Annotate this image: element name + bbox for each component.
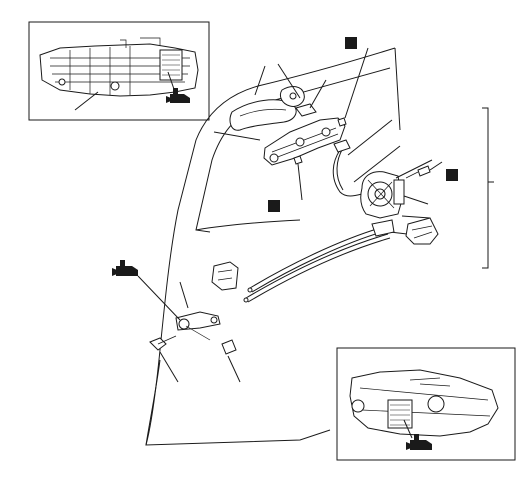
inset-lock-mechanism <box>336 347 516 461</box>
lock-bracket-plate <box>405 217 439 245</box>
handle-cover <box>279 86 305 107</box>
frame-bolt <box>293 155 303 201</box>
outside-door-handle <box>229 99 297 131</box>
lock-cable <box>332 139 363 197</box>
door-check-nut <box>221 339 237 355</box>
cable-clamp <box>371 219 395 237</box>
lock-screws <box>405 161 443 179</box>
grease-applicator-icon <box>166 88 190 103</box>
marker-square <box>268 200 280 212</box>
handle-screw <box>337 117 347 127</box>
door-panel-clip <box>211 261 239 291</box>
door-lock-open-cable <box>243 233 391 303</box>
inset-handle-frame <box>28 21 210 121</box>
grease-applicator-icon <box>406 434 432 450</box>
door-check-assembly <box>175 311 221 331</box>
door-lock-remote-cable <box>247 227 383 293</box>
group-bracket <box>482 107 494 269</box>
rear-door-lock <box>360 171 405 219</box>
door-check-bolt <box>149 335 177 351</box>
marker-square <box>345 37 357 49</box>
marker-square <box>446 169 458 181</box>
handle-frame <box>263 103 346 166</box>
grease-applicator-icon <box>112 260 138 276</box>
